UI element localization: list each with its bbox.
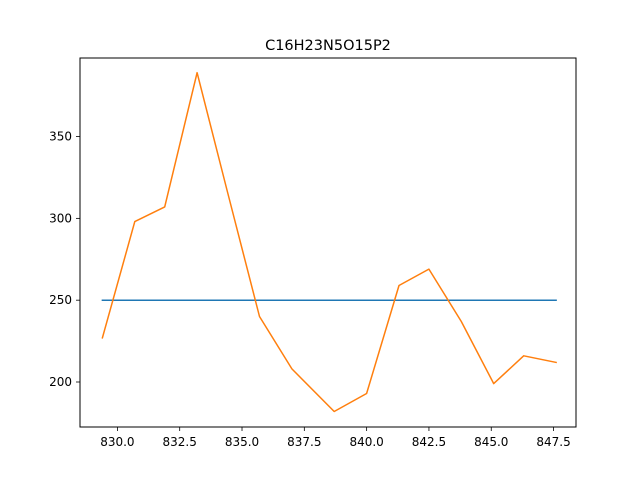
- x-axis: 830.0 832.5 835.0 837.5 840.0 842.5 845.0 847.5: [100, 427, 571, 449]
- series-line-signal: [101, 71, 557, 413]
- x-tick-label: 845.0: [474, 435, 508, 449]
- x-tick-label: 835.0: [225, 435, 259, 449]
- x-tick-label: 842.5: [412, 435, 446, 449]
- y-tick-label: 250: [49, 293, 72, 307]
- y-axis: 200 250 300 350: [49, 130, 80, 389]
- axes-frame: [79, 57, 577, 428]
- x-tick-label: 832.5: [163, 435, 197, 449]
- y-tick-label: 200: [49, 375, 72, 389]
- x-tick-label: 830.0: [100, 435, 134, 449]
- x-tick-label: 840.0: [349, 435, 383, 449]
- y-tick-label: 350: [49, 130, 72, 144]
- x-tick-label: 847.5: [536, 435, 570, 449]
- chart-title: C16H23N5O15P2: [265, 38, 391, 54]
- y-tick-label: 300: [49, 211, 72, 225]
- plot-area: [101, 71, 557, 413]
- x-tick-label: 837.5: [287, 435, 321, 449]
